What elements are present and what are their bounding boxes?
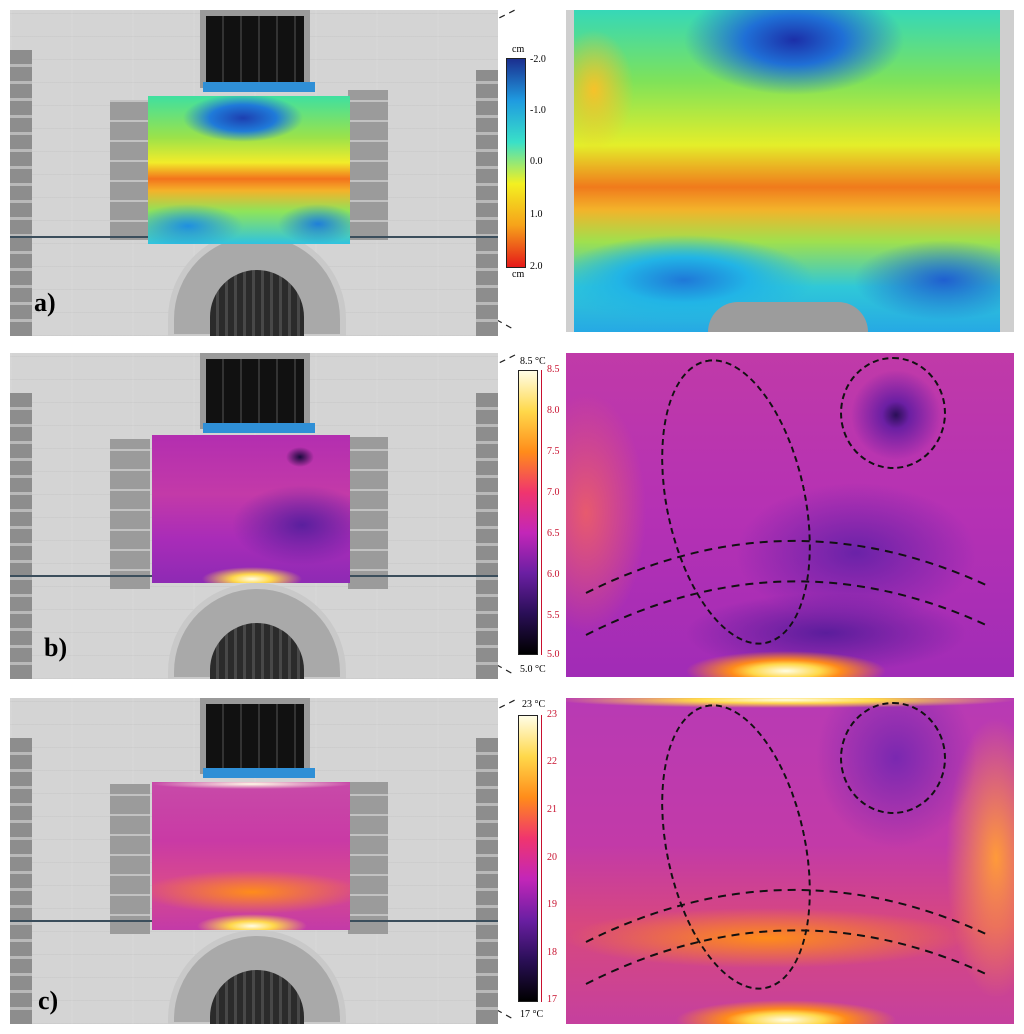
facade-photo (10, 698, 498, 1024)
scale-tick: 6.5 (547, 528, 560, 539)
window (200, 698, 310, 774)
scale-tick: 21 (547, 804, 557, 815)
dashed-ellipse-upper-right (840, 702, 946, 814)
window (200, 10, 310, 88)
scale-tick: 7.5 (547, 446, 560, 457)
dashed-arch-band (585, 539, 987, 636)
scale-tick: 23 (547, 709, 557, 720)
thermal-zoom (566, 345, 1014, 677)
displacement-zoom (566, 10, 1014, 332)
scale-tick: 20 (547, 852, 557, 863)
scale-tick: 18 (547, 947, 557, 958)
thermal-overlay (152, 435, 350, 583)
facade-photo (10, 353, 498, 679)
scale-tick: 8.5 (547, 364, 560, 375)
color-scale-bar (506, 58, 526, 268)
scale-tick: 5.5 (547, 610, 560, 621)
scale-top-unit: 23 °C (522, 699, 546, 710)
panel-label: a) (34, 288, 56, 317)
scale-tick: 0.0 (530, 156, 543, 167)
scale-top-unit: cm (512, 44, 525, 55)
scale-bottom-unit: 17 °C (520, 1009, 544, 1020)
scale-tick: 22 (547, 756, 557, 767)
scale-tick: 7.0 (547, 487, 560, 498)
facade-photo (10, 10, 498, 336)
scale-bottom-unit: cm (512, 269, 525, 280)
window-sill (203, 82, 315, 92)
scale-tick: 19 (547, 899, 557, 910)
scale-tick: -1.0 (530, 105, 546, 116)
scale-top-unit: 8.5 °C (520, 356, 546, 367)
displacement-overlay (148, 96, 350, 244)
scale-tick: 8.0 (547, 405, 560, 416)
panel-b: 8.5 °C 8.5 8.0 7.5 7.0 6.5 6.0 5.5 5.0 5… (0, 345, 1024, 685)
scale-tick: 6.0 (547, 569, 560, 580)
scale-tick: 5.0 (547, 649, 560, 660)
scale-tick: -2.0 (530, 54, 546, 65)
window-sill (203, 423, 315, 433)
panel-c: 23 °C 23 22 21 20 19 18 17 17 °C c) (0, 690, 1024, 1034)
panel-a: cm -2.0 -1.0 0.0 1.0 2.0 cm a) (0, 0, 1024, 340)
thermal-zoom (566, 690, 1014, 1024)
dashed-ellipse-upper-right (840, 357, 946, 469)
scale-bottom-unit: 5.0 °C (520, 664, 546, 675)
scale-tick: 2.0 (530, 261, 543, 272)
thermal-overlay (152, 782, 350, 930)
window (200, 353, 310, 429)
dashed-arch-band (585, 888, 987, 985)
window-sill (203, 768, 315, 778)
color-scale-bar (518, 370, 538, 655)
panel-label: b) (44, 633, 68, 662)
panel-label: c) (38, 986, 59, 1015)
scale-tick: 1.0 (530, 209, 543, 220)
scale-tick: 17 (547, 994, 557, 1005)
color-scale-bar (518, 715, 538, 1002)
